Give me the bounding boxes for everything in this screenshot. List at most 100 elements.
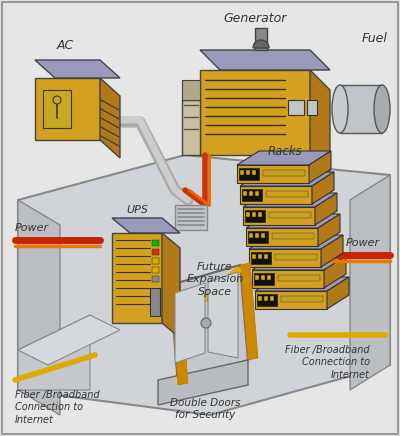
Bar bbox=[288, 100, 304, 115]
Bar bbox=[175, 205, 207, 230]
Polygon shape bbox=[252, 256, 346, 270]
Polygon shape bbox=[18, 155, 390, 415]
Bar bbox=[255, 275, 259, 280]
Bar bbox=[263, 170, 305, 176]
Bar bbox=[255, 233, 259, 238]
Circle shape bbox=[201, 318, 211, 328]
Bar bbox=[152, 240, 159, 246]
Polygon shape bbox=[240, 172, 334, 186]
Bar bbox=[275, 254, 317, 260]
Text: UPS: UPS bbox=[126, 205, 148, 215]
Polygon shape bbox=[246, 214, 340, 228]
Bar bbox=[248, 231, 268, 243]
Bar bbox=[255, 191, 259, 196]
Bar bbox=[264, 254, 268, 259]
Polygon shape bbox=[100, 78, 120, 158]
Polygon shape bbox=[182, 80, 200, 100]
Polygon shape bbox=[327, 277, 349, 309]
Bar bbox=[246, 212, 250, 217]
Polygon shape bbox=[170, 283, 188, 385]
Polygon shape bbox=[246, 228, 318, 246]
Polygon shape bbox=[350, 175, 390, 390]
Circle shape bbox=[53, 96, 61, 104]
Bar bbox=[264, 296, 268, 301]
Polygon shape bbox=[249, 235, 343, 249]
Polygon shape bbox=[112, 218, 180, 233]
Bar bbox=[258, 254, 262, 259]
Text: Fuel: Fuel bbox=[362, 32, 388, 45]
Bar bbox=[270, 296, 274, 301]
Polygon shape bbox=[255, 277, 349, 291]
Polygon shape bbox=[255, 291, 327, 309]
Polygon shape bbox=[170, 265, 248, 385]
Bar bbox=[242, 189, 262, 201]
Bar bbox=[252, 212, 256, 217]
Bar bbox=[258, 212, 262, 217]
Bar bbox=[152, 267, 159, 273]
Text: Double Doors
for Security: Double Doors for Security bbox=[170, 398, 240, 420]
Polygon shape bbox=[312, 172, 334, 204]
Polygon shape bbox=[18, 200, 60, 415]
Polygon shape bbox=[175, 283, 205, 363]
Bar bbox=[150, 288, 160, 316]
Polygon shape bbox=[321, 235, 343, 267]
Bar bbox=[243, 191, 247, 196]
Polygon shape bbox=[18, 315, 90, 390]
Polygon shape bbox=[243, 207, 315, 225]
Bar bbox=[266, 191, 308, 197]
Polygon shape bbox=[35, 78, 100, 140]
Text: Power: Power bbox=[15, 223, 49, 233]
Bar bbox=[252, 170, 256, 175]
Bar bbox=[43, 90, 71, 128]
Bar bbox=[272, 233, 314, 239]
Polygon shape bbox=[182, 100, 200, 155]
Polygon shape bbox=[237, 151, 331, 165]
Bar bbox=[152, 249, 159, 255]
Bar bbox=[251, 252, 271, 264]
Polygon shape bbox=[252, 270, 324, 288]
Polygon shape bbox=[240, 186, 312, 204]
Polygon shape bbox=[35, 60, 120, 78]
Ellipse shape bbox=[332, 85, 348, 133]
Bar bbox=[249, 233, 253, 238]
Ellipse shape bbox=[374, 85, 390, 133]
Bar bbox=[255, 28, 267, 50]
Polygon shape bbox=[200, 50, 330, 70]
Bar bbox=[240, 170, 244, 175]
Bar bbox=[257, 294, 277, 306]
Polygon shape bbox=[315, 193, 337, 225]
Text: Power: Power bbox=[346, 238, 380, 248]
Bar bbox=[278, 275, 320, 281]
Text: Racks: Racks bbox=[268, 145, 302, 158]
Polygon shape bbox=[237, 165, 309, 183]
Bar bbox=[249, 191, 253, 196]
Bar bbox=[252, 254, 256, 259]
Polygon shape bbox=[162, 233, 180, 338]
Bar bbox=[152, 276, 159, 282]
Polygon shape bbox=[18, 315, 120, 365]
Bar bbox=[246, 170, 250, 175]
Text: Generator: Generator bbox=[223, 12, 287, 25]
Bar bbox=[261, 275, 265, 280]
Bar bbox=[258, 296, 262, 301]
Bar bbox=[340, 85, 382, 133]
Text: Fiber /Broadband
Connection to
Internet: Fiber /Broadband Connection to Internet bbox=[15, 390, 100, 425]
Text: Fiber /Broadband
Connection to
Internet: Fiber /Broadband Connection to Internet bbox=[285, 345, 370, 380]
Polygon shape bbox=[112, 233, 162, 323]
Polygon shape bbox=[200, 70, 310, 155]
Bar bbox=[267, 275, 271, 280]
Bar bbox=[281, 296, 323, 302]
Bar bbox=[261, 233, 265, 238]
Polygon shape bbox=[309, 151, 331, 183]
Polygon shape bbox=[324, 256, 346, 288]
Polygon shape bbox=[240, 263, 258, 360]
Bar bbox=[269, 212, 311, 218]
Text: Future
Expansion
Space: Future Expansion Space bbox=[186, 262, 244, 297]
Bar bbox=[245, 210, 265, 222]
Bar bbox=[239, 168, 259, 180]
Bar bbox=[254, 273, 274, 285]
Text: AC: AC bbox=[56, 39, 74, 52]
Polygon shape bbox=[318, 214, 340, 246]
Bar bbox=[152, 258, 159, 264]
Bar bbox=[307, 100, 317, 115]
